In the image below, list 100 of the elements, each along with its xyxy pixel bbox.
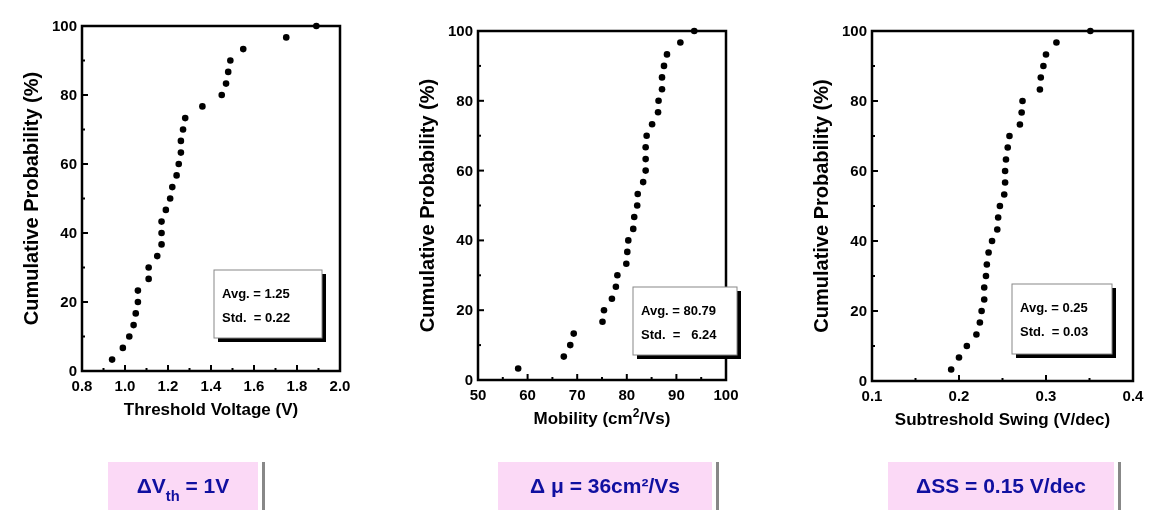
x-tick-label: 1.8 bbox=[286, 377, 308, 394]
point bbox=[1002, 156, 1010, 163]
point bbox=[983, 261, 991, 268]
x-tick-label: 70 bbox=[568, 386, 586, 403]
point bbox=[158, 229, 165, 237]
point bbox=[980, 296, 988, 303]
point bbox=[996, 202, 1004, 210]
point bbox=[173, 172, 180, 179]
y-tick-label: 0 bbox=[68, 362, 77, 379]
y-tick-label: 40 bbox=[850, 232, 867, 249]
point bbox=[132, 310, 140, 317]
point bbox=[514, 365, 522, 372]
point bbox=[145, 264, 152, 271]
annotation: Avg. = 80.79 bbox=[641, 303, 717, 318]
x-axis-title: Mobility (cm$^{2}$/Vs) bbox=[533, 406, 671, 428]
point bbox=[1001, 167, 1009, 175]
y-tick-label: 100 bbox=[447, 22, 473, 39]
point bbox=[612, 283, 620, 291]
point bbox=[643, 132, 650, 139]
y-tick-label: 60 bbox=[60, 155, 77, 172]
point bbox=[658, 74, 666, 81]
point bbox=[1018, 109, 1025, 116]
point bbox=[175, 160, 183, 168]
x-tick-label: 1.0 bbox=[114, 377, 136, 394]
x-tick-label: 0.4 bbox=[1122, 387, 1145, 404]
text: ΔSS = 0.15 V/dec bbox=[916, 474, 1087, 497]
point bbox=[1037, 74, 1045, 81]
point bbox=[648, 120, 656, 128]
point bbox=[988, 237, 996, 245]
annotation: Std. = 0.22 bbox=[222, 310, 291, 325]
point bbox=[179, 126, 187, 133]
point bbox=[199, 103, 206, 110]
point bbox=[166, 195, 174, 202]
y-axis-title: Cumulative Probability (%) bbox=[416, 78, 438, 333]
y-axis-title: Cumulative Probability (%) bbox=[810, 79, 832, 333]
point bbox=[599, 318, 606, 326]
point bbox=[624, 237, 632, 244]
x-tick-label: 100 bbox=[713, 386, 739, 403]
point bbox=[642, 155, 649, 163]
point bbox=[1036, 86, 1044, 93]
point bbox=[973, 331, 980, 338]
y-tick-label: 20 bbox=[60, 293, 77, 310]
y-axis-title: Cumulative Probability (%) bbox=[20, 71, 42, 326]
point bbox=[663, 51, 671, 58]
x-tick-label: 0.2 bbox=[948, 387, 970, 404]
y-tick-label: 80 bbox=[60, 86, 77, 103]
point bbox=[1019, 97, 1026, 105]
text: ΔV$_{th}$ = 1V bbox=[136, 474, 230, 504]
point bbox=[177, 149, 185, 156]
point bbox=[985, 249, 992, 256]
y-tick-label: 0 bbox=[464, 371, 473, 388]
point bbox=[1016, 121, 1024, 128]
x-tick-label: 90 bbox=[668, 386, 685, 403]
y-tick-label: 20 bbox=[850, 302, 867, 319]
x-tick-label: 2.0 bbox=[329, 377, 351, 394]
point bbox=[660, 62, 668, 70]
point bbox=[947, 366, 955, 373]
x-tick-label: 60 bbox=[519, 386, 536, 403]
point bbox=[560, 353, 568, 360]
point bbox=[642, 167, 649, 174]
point bbox=[119, 344, 127, 352]
point bbox=[629, 225, 637, 233]
x-axis-title: Threshold Voltage (V) bbox=[123, 400, 299, 419]
x-tick-label: 0.3 bbox=[1035, 387, 1057, 404]
point bbox=[993, 226, 1001, 233]
point bbox=[654, 109, 662, 116]
point bbox=[108, 356, 116, 363]
point bbox=[639, 178, 647, 186]
x-tick-label: 1.4 bbox=[200, 377, 223, 394]
point bbox=[658, 85, 666, 93]
point bbox=[158, 241, 165, 248]
point bbox=[642, 143, 649, 151]
x-axis-title: Subtreshold Swing (V/dec) bbox=[894, 410, 1111, 429]
point bbox=[181, 114, 189, 122]
annotation: Avg. = 0.25 bbox=[1020, 300, 1088, 315]
y-tick-label: 0 bbox=[858, 372, 867, 389]
point bbox=[1042, 51, 1050, 58]
point bbox=[130, 321, 137, 329]
x-tick-label: 0.8 bbox=[71, 377, 93, 394]
y-tick-label: 100 bbox=[841, 22, 867, 39]
y-tick-label: 60 bbox=[850, 162, 867, 179]
point bbox=[1000, 191, 1008, 198]
point bbox=[655, 97, 662, 105]
point bbox=[1001, 179, 1009, 186]
point bbox=[134, 298, 142, 306]
point bbox=[600, 306, 608, 314]
y-tick-label: 80 bbox=[850, 92, 867, 109]
x-tick-label: 50 bbox=[469, 386, 487, 403]
x-tick-label: 1.2 bbox=[157, 377, 179, 394]
point bbox=[994, 214, 1002, 221]
point bbox=[134, 287, 142, 294]
point bbox=[614, 272, 621, 279]
point bbox=[633, 202, 641, 209]
y-tick-label: 60 bbox=[456, 161, 473, 179]
annotation: Std. = 0.03 bbox=[1020, 324, 1089, 339]
point bbox=[980, 284, 988, 291]
point bbox=[126, 333, 133, 340]
point bbox=[978, 307, 985, 315]
y-tick-label: 40 bbox=[456, 231, 473, 249]
point bbox=[162, 206, 170, 214]
